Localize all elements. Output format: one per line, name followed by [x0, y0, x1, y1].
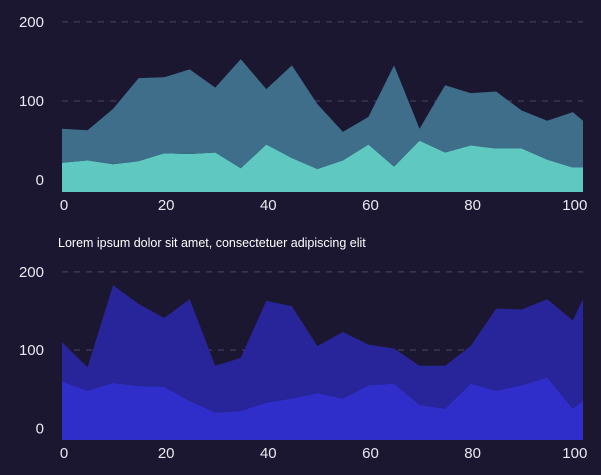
y-tick-label: 100 [19, 342, 44, 359]
x-tick-label: 60 [362, 197, 379, 214]
x-tick-label: 60 [362, 445, 379, 462]
x-tick-label: 100 [562, 445, 587, 462]
y-tick-label: 100 [19, 93, 44, 110]
x-tick-label: 80 [464, 197, 481, 214]
top-area-chart: 0 100 200 0 20 40 60 80 100 [19, 14, 587, 214]
x-tick-label: 0 [60, 445, 68, 462]
x-tick-label: 40 [260, 445, 277, 462]
y-tick-label: 0 [36, 420, 44, 437]
x-tick-label: 0 [60, 197, 68, 214]
x-tick-label: 100 [562, 197, 587, 214]
x-tick-label: 20 [158, 445, 175, 462]
x-tick-label: 40 [260, 197, 277, 214]
area-series-1 [62, 377, 583, 440]
y-tick-label: 200 [19, 264, 44, 281]
area-series-2 [62, 59, 583, 170]
y-tick-label: 0 [36, 172, 44, 189]
x-tick-label: 80 [464, 445, 481, 462]
bottom-area-chart: 0 100 200 0 20 40 60 80 100 [19, 264, 587, 462]
x-tick-label: 20 [158, 197, 175, 214]
area-series-1 [62, 140, 583, 192]
area-series-2 [62, 285, 583, 413]
y-tick-label: 200 [19, 14, 44, 31]
chart-caption: Lorem ipsum dolor sit amet, consectetuer… [58, 236, 366, 250]
